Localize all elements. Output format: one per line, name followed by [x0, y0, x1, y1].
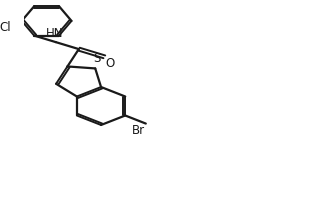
- Text: O: O: [105, 57, 115, 70]
- Text: Br: Br: [132, 124, 145, 137]
- Text: Cl: Cl: [0, 21, 11, 34]
- Text: HN: HN: [46, 28, 63, 40]
- Text: S: S: [93, 52, 100, 65]
